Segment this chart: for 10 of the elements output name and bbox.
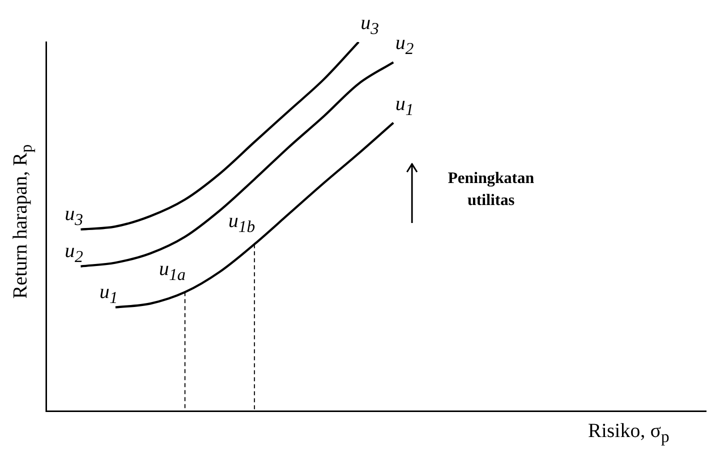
series-label: u$_{2}$ — [64, 240, 84, 268]
series-label: u$_{1}$ — [99, 281, 118, 308]
text: u$_{3}$ — [360, 12, 379, 38]
x-axis-title: Risiko, σ$_{p}$ — [588, 420, 670, 447]
annotation: Peningkatan utilitas — [446, 169, 536, 211]
series-label: u$_{3}$ — [64, 203, 84, 230]
text: u$_{2}$ — [395, 32, 414, 58]
text: u$_{1}$ — [395, 92, 414, 119]
annotation: u$_{1b}$ — [228, 210, 256, 238]
annotation: u$_{1a}$ — [158, 258, 186, 286]
